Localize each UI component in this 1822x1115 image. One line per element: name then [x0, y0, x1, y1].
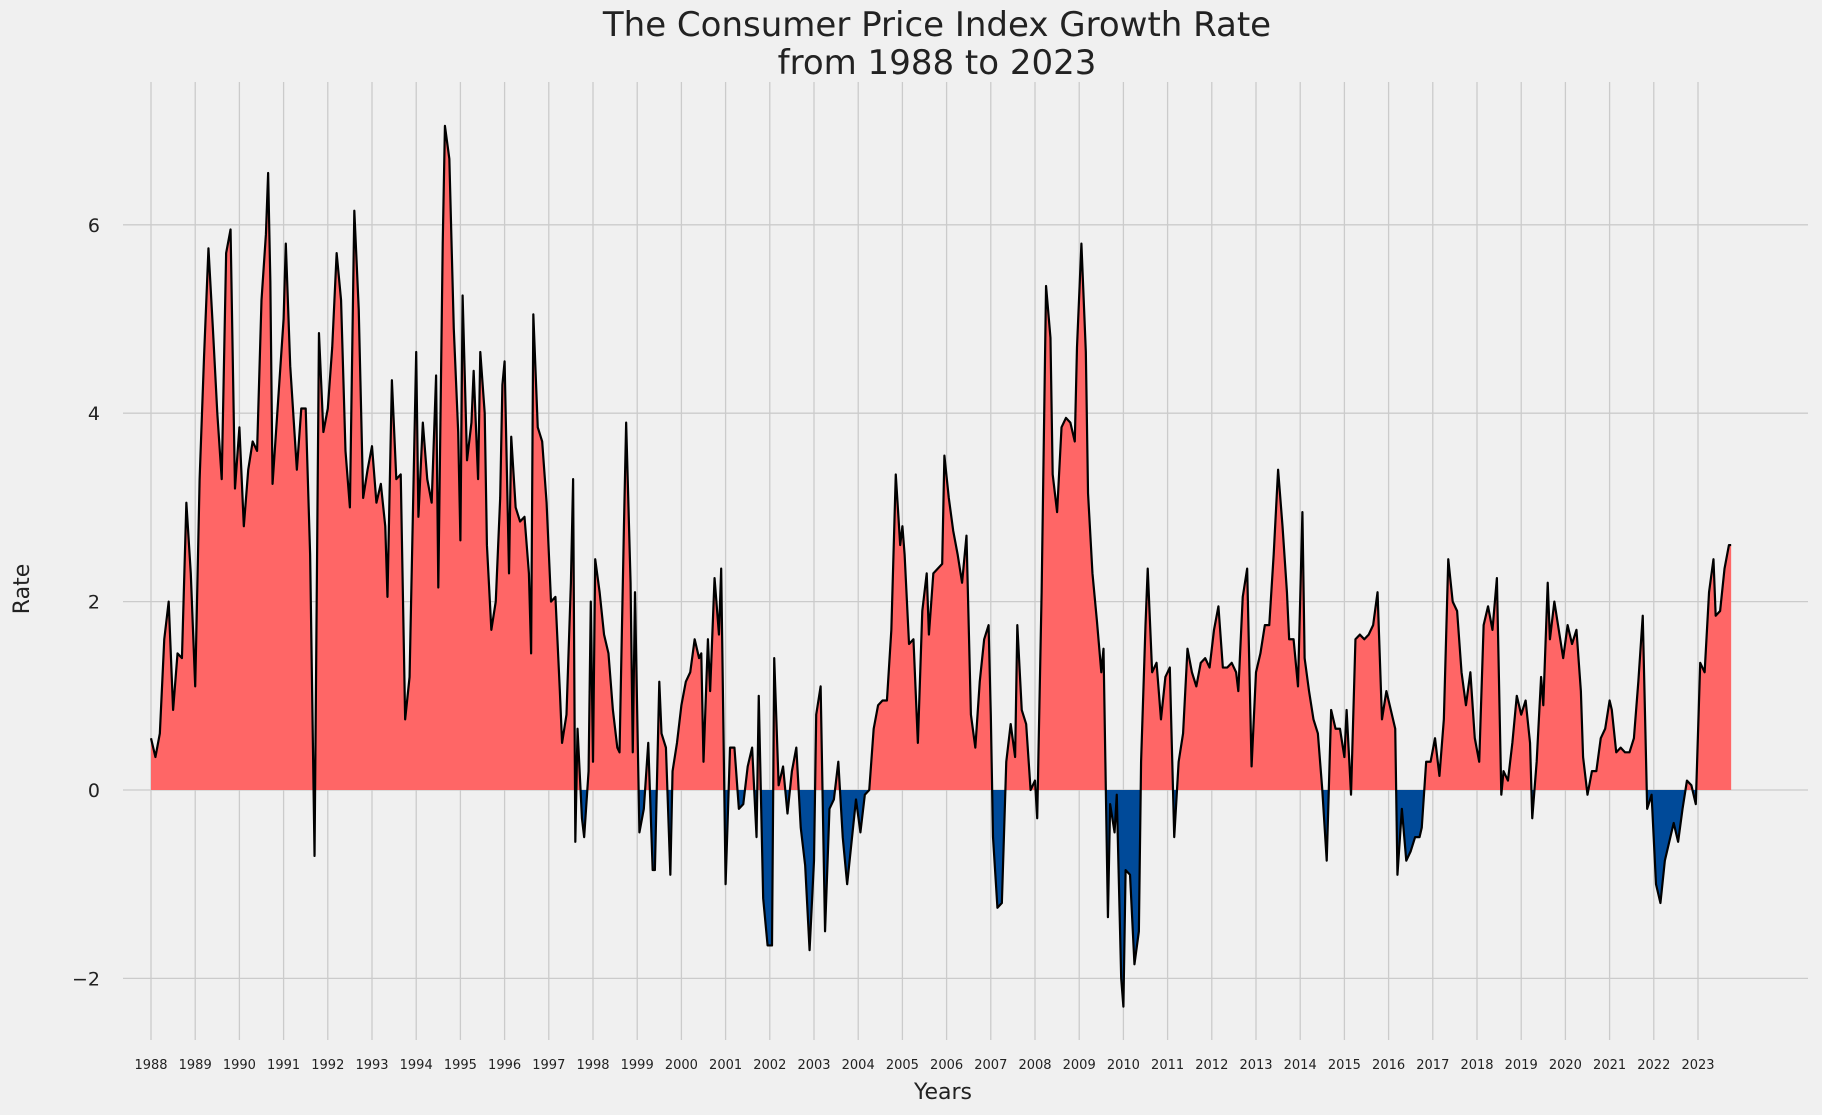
y-tick-label: 0 [88, 780, 100, 802]
x-axis-label: Years [913, 1080, 972, 1105]
x-tick-label: 2008 [1018, 1058, 1051, 1073]
x-tick-label: 1988 [134, 1058, 167, 1073]
x-tick-label: 2005 [886, 1058, 919, 1073]
x-tick-label: 1994 [400, 1058, 433, 1073]
x-tick-label: 2015 [1328, 1058, 1361, 1073]
x-tick-label: 2022 [1637, 1058, 1670, 1073]
x-tick-label: 2002 [753, 1058, 786, 1073]
series-line [151, 126, 1731, 1007]
x-tick-label: 2021 [1593, 1058, 1626, 1073]
x-tick-label: 2006 [930, 1058, 963, 1073]
x-tick-label: 2019 [1505, 1058, 1538, 1073]
x-tick-labels: 1988 1989 1990 1991 1992 1993 1994 1995 1996 1997… [134, 1058, 1714, 1073]
x-tick-label: 2016 [1372, 1058, 1405, 1073]
x-tick-label: 2013 [1239, 1058, 1272, 1073]
x-tick-label: 1993 [355, 1058, 388, 1073]
x-tick-label: 1990 [223, 1058, 256, 1073]
x-tick-label: 1995 [444, 1058, 477, 1073]
positive-area [151, 173, 314, 790]
x-tick-label: 2014 [1284, 1058, 1317, 1073]
x-tick-label: 2023 [1681, 1058, 1714, 1073]
x-tick-label: 1998 [576, 1058, 609, 1073]
y-tick-label: 2 [88, 592, 100, 614]
positive-area [1038, 244, 1106, 790]
chart-title-line2: from 1988 to 2023 [778, 43, 1097, 83]
x-tick-label: 2004 [842, 1058, 875, 1073]
x-tick-label: 1997 [532, 1058, 565, 1073]
y-tick-label: −2 [72, 968, 100, 990]
x-tick-label: 1992 [311, 1058, 344, 1073]
x-tick-label: 2017 [1416, 1058, 1449, 1073]
x-tick-label: 2009 [1063, 1058, 1096, 1073]
x-tick-label: 2001 [709, 1058, 742, 1073]
y-tick-labels: −2 0 2 4 6 [72, 215, 100, 991]
x-tick-label: 1996 [488, 1058, 521, 1073]
x-tick-label: 2007 [974, 1058, 1007, 1073]
x-tick-label: 2011 [1151, 1058, 1184, 1073]
x-tick-label: 2003 [797, 1058, 830, 1073]
y-tick-label: 4 [88, 403, 100, 425]
y-axis-label: Rate [10, 564, 35, 614]
x-tick-label: 2018 [1460, 1058, 1493, 1073]
x-tick-label: 2000 [665, 1058, 698, 1073]
y-tick-label: 6 [88, 215, 100, 237]
x-tick-label: 1991 [267, 1058, 300, 1073]
x-tick-label: 2020 [1549, 1058, 1582, 1073]
x-tick-label: 1989 [179, 1058, 212, 1073]
x-tick-label: 1999 [621, 1058, 654, 1073]
x-tick-label: 2010 [1107, 1058, 1140, 1073]
series-line-group [151, 126, 1731, 1007]
chart-title-line1: The Consumer Price Index Growth Rate [602, 5, 1271, 45]
x-tick-label: 2012 [1195, 1058, 1228, 1073]
positive-area [1005, 625, 1035, 790]
